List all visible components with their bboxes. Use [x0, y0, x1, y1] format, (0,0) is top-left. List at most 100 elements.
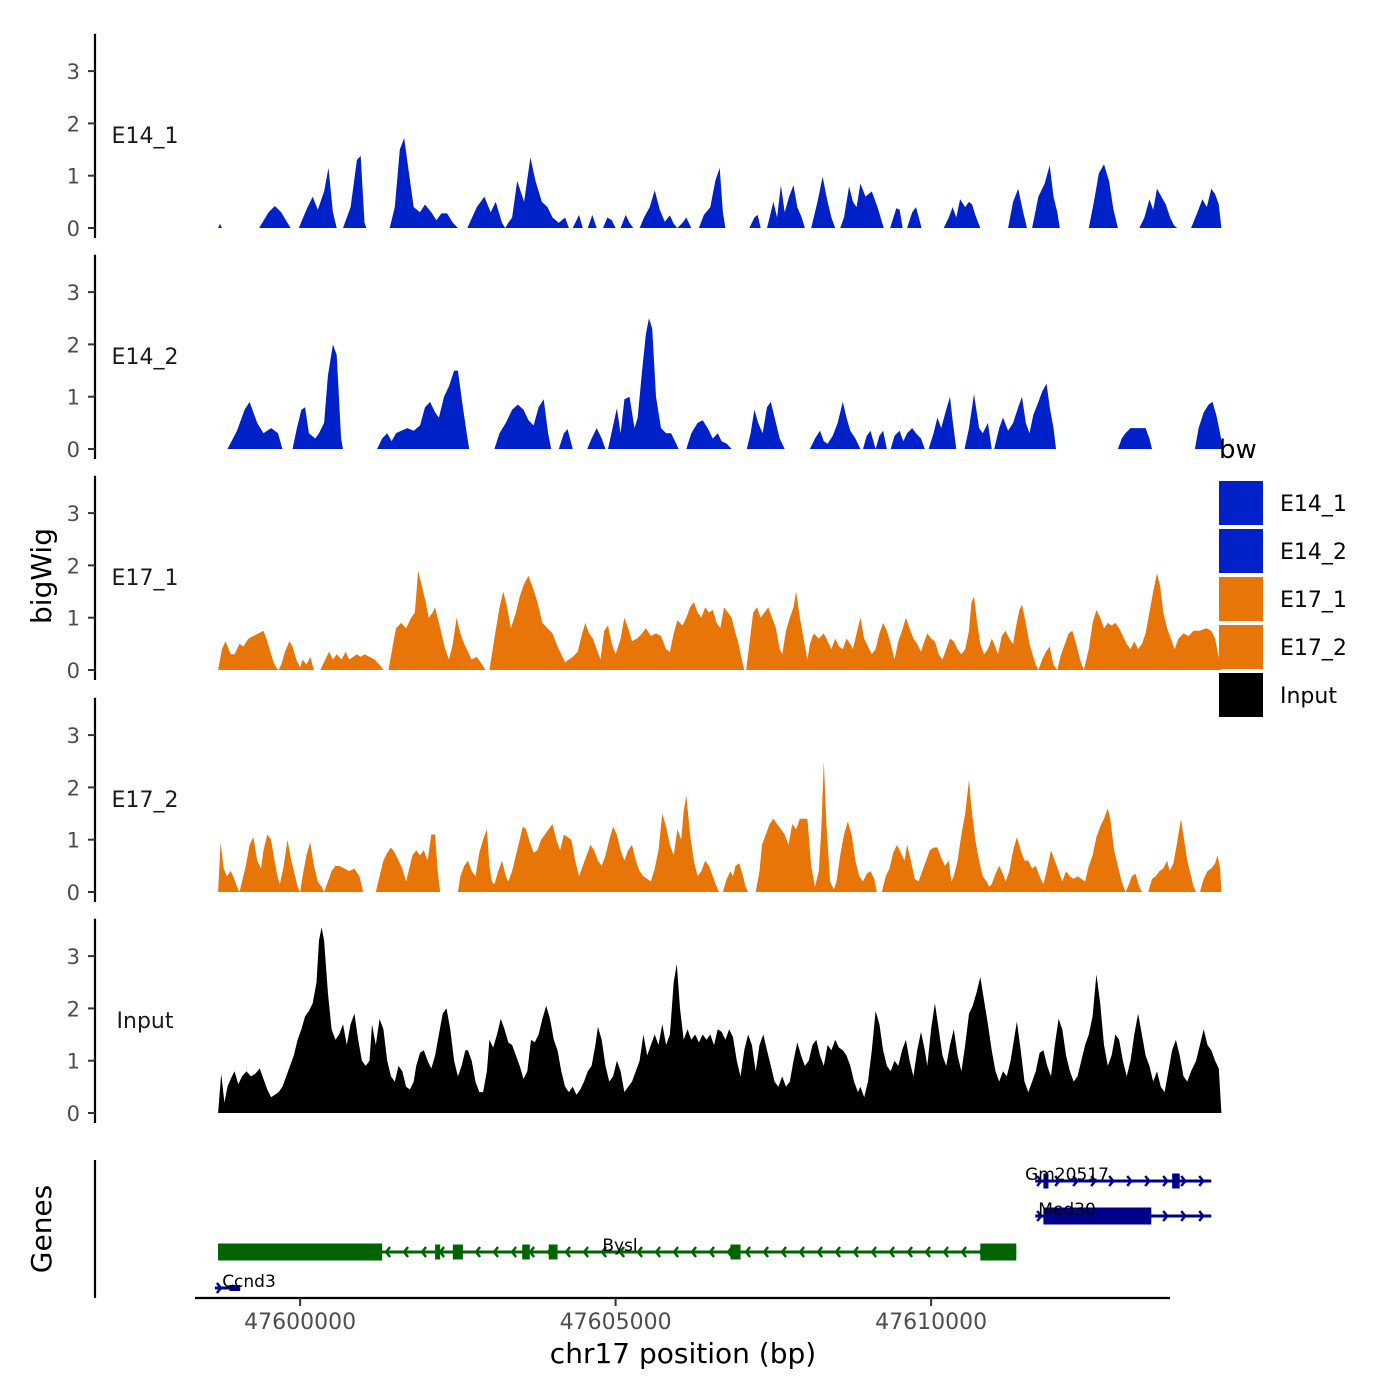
strand-arrow [474, 1246, 482, 1258]
strand-arrow [510, 1246, 518, 1258]
gene-track: Ccnd3 Bysl Gm20517 Med30 [93, 1160, 1212, 1298]
strand-arrow [834, 1246, 842, 1258]
exon [229, 1285, 241, 1291]
track-label: E14_1 [112, 124, 179, 149]
area-series-E17_2 [218, 761, 1222, 892]
exon [218, 1243, 383, 1261]
exon [435, 1244, 441, 1260]
x-tick-label: 47605000 [560, 1310, 672, 1335]
strand-arrow [528, 1246, 536, 1258]
strand-arrow [1162, 1210, 1169, 1222]
area-series-E17_1 [218, 570, 1222, 670]
legend-title: bw [1219, 435, 1257, 465]
y-tick-label: 0 [67, 217, 80, 241]
y-tick-label: 2 [67, 333, 80, 357]
strand-arrow [1198, 1210, 1205, 1222]
x-axis: 47600000 47605000 47610000 [195, 1296, 1170, 1335]
x-tick-label: 47610000 [875, 1310, 987, 1335]
strand-arrow [852, 1246, 860, 1258]
exon [1172, 1173, 1180, 1189]
strand-arrow [924, 1246, 932, 1258]
area-series-E14_2 [227, 318, 1223, 449]
legend-label: E14_2 [1280, 540, 1347, 565]
genes-axis-title: Genes [25, 1185, 58, 1273]
strand-arrow [816, 1246, 824, 1258]
strand-arrow [600, 1246, 608, 1258]
strand-arrow [1180, 1210, 1187, 1222]
strand-arrow [762, 1246, 770, 1258]
legend: bw E14_1 E14_2 E17_1 E17_2 Input [1219, 435, 1347, 717]
strand-arrow [1072, 1175, 1079, 1187]
legend-swatch-E17_1 [1219, 577, 1263, 621]
track-panel-E17_2: 0 1 2 3 E17_2 [67, 697, 1222, 905]
strand-arrow [888, 1246, 896, 1258]
legend-swatch-E14_2 [1219, 529, 1263, 573]
strand-arrow [582, 1246, 590, 1258]
track-label: E14_2 [112, 345, 179, 370]
area-series-E14_1 [218, 138, 1222, 228]
y-tick-label: 1 [67, 829, 80, 853]
y-tick-label: 1 [67, 165, 80, 189]
strand-arrow [798, 1246, 806, 1258]
x-axis-title: chr17 position (bp) [550, 1337, 816, 1370]
strand-arrow [1162, 1175, 1169, 1187]
y-tick-label: 1 [67, 386, 80, 410]
y-tick-label: 3 [67, 945, 80, 969]
exon [452, 1244, 463, 1260]
exon [1043, 1173, 1049, 1189]
exon [730, 1244, 741, 1260]
strand-arrow [1144, 1175, 1151, 1187]
y-tick-label: 3 [67, 502, 80, 526]
strand-arrow [744, 1246, 752, 1258]
strand-arrow [420, 1246, 428, 1258]
legend-swatch-E14_1 [1219, 481, 1263, 525]
exon [1043, 1207, 1152, 1225]
gene-label: Bysl [602, 1236, 637, 1256]
strand-arrow [1054, 1175, 1061, 1187]
y-tick-label: 2 [67, 997, 80, 1021]
y-tick-label: 2 [67, 776, 80, 800]
y-tick-label: 3 [67, 724, 80, 748]
gene-Ccnd3: Ccnd3 [214, 1272, 276, 1294]
exon [548, 1244, 558, 1260]
y-tick-label: 0 [67, 881, 80, 905]
y-tick-label: 0 [67, 438, 80, 462]
strand-arrow [384, 1246, 392, 1258]
strand-arrow [402, 1246, 410, 1258]
gene-Med30: Med30 [1035, 1200, 1212, 1225]
strand-arrow [870, 1246, 878, 1258]
track-panel-E17_1: 0 1 2 3 E17_1 [67, 475, 1222, 683]
strand-arrow [942, 1246, 950, 1258]
gene-Bysl: Bysl [218, 1236, 1017, 1261]
track-label: E17_2 [112, 788, 179, 813]
track-label: E17_1 [112, 566, 179, 591]
y-tick-label: 0 [67, 659, 80, 683]
x-tick-label: 47600000 [244, 1310, 356, 1335]
track-panel-E14_1: 0 1 2 3 E14_1 [67, 33, 1222, 241]
strand-arrow [618, 1246, 626, 1258]
legend-label: E17_2 [1280, 636, 1347, 661]
area-series-Input [218, 927, 1222, 1113]
y-tick-label: 1 [67, 607, 80, 631]
strand-arrow [1198, 1175, 1205, 1187]
track-panels: 0 1 2 3 E14_1 0 1 2 3 E14_2 0 1 2 3 E17_1 0 1 2 3 E17_2 0 1 2 3… [67, 33, 1223, 1126]
strand-arrow [780, 1246, 788, 1258]
y-tick-label: 2 [67, 554, 80, 578]
strand-arrow [1090, 1175, 1097, 1187]
exon [980, 1243, 1017, 1261]
strand-arrow [636, 1246, 644, 1258]
legend-label: E14_1 [1280, 492, 1347, 517]
strand-arrow [708, 1246, 716, 1258]
strand-arrow [1036, 1175, 1043, 1187]
strand-arrow [1036, 1210, 1043, 1222]
y-axis-title: bigWig [25, 528, 58, 624]
exon [522, 1244, 530, 1260]
track-panel-Input: 0 1 2 3 Input [67, 918, 1222, 1126]
strand-arrow [654, 1246, 662, 1258]
legend-label: Input [1280, 684, 1337, 709]
strand-arrow [1180, 1175, 1187, 1187]
track-label: Input [117, 1009, 174, 1034]
y-tick-label: 0 [67, 1102, 80, 1126]
strand-arrow [690, 1246, 698, 1258]
